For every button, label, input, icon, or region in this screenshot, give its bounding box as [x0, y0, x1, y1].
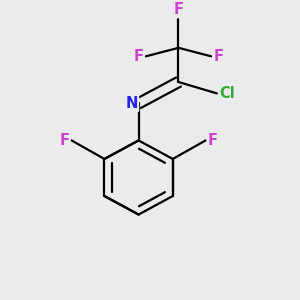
- Text: Cl: Cl: [219, 86, 235, 101]
- Text: F: F: [173, 2, 184, 17]
- Text: N: N: [126, 96, 138, 111]
- Text: F: F: [208, 133, 218, 148]
- Text: F: F: [59, 133, 69, 148]
- Text: F: F: [134, 49, 143, 64]
- Text: F: F: [214, 49, 224, 64]
